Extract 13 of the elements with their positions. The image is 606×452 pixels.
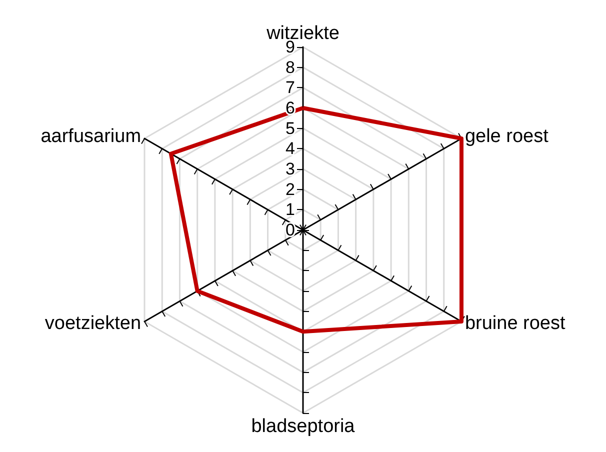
y-tick-label: 3 <box>286 160 295 178</box>
spoke-label: bladseptoria <box>251 416 356 437</box>
y-tick-label: 1 <box>286 200 295 220</box>
y-tick-label: 7 <box>286 78 295 98</box>
spoke-label: aarfusarium <box>40 126 142 147</box>
spoke-label: gele roest <box>464 126 550 147</box>
y-tick-label: 5 <box>286 118 295 138</box>
y-tick-label: 0 <box>286 220 295 240</box>
y-tick-label: 4 <box>286 139 295 158</box>
y-tick-label: 8 <box>286 58 295 77</box>
spoke-label: bruine roest <box>464 313 566 334</box>
y-tick-label: 2 <box>286 180 295 199</box>
spoke-label: voetziekten <box>44 313 142 334</box>
